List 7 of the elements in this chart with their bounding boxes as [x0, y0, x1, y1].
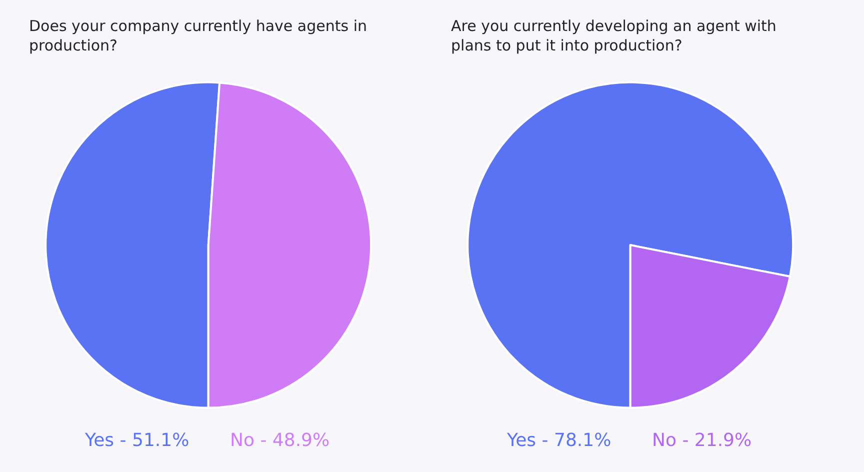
chart-title: Are you currently developing an agent with plans to put it into production?: [451, 17, 776, 54]
slice-label: Yes - 78.1%: [506, 430, 612, 451]
chart-title: Does your company currently have agents in production?: [29, 17, 368, 54]
slice-label: Yes - 51.1%: [84, 430, 190, 451]
pie-slice: [466, 81, 794, 409]
slice-label: No - 21.9%: [652, 430, 752, 451]
slice-label: No - 48.9%: [230, 430, 330, 451]
